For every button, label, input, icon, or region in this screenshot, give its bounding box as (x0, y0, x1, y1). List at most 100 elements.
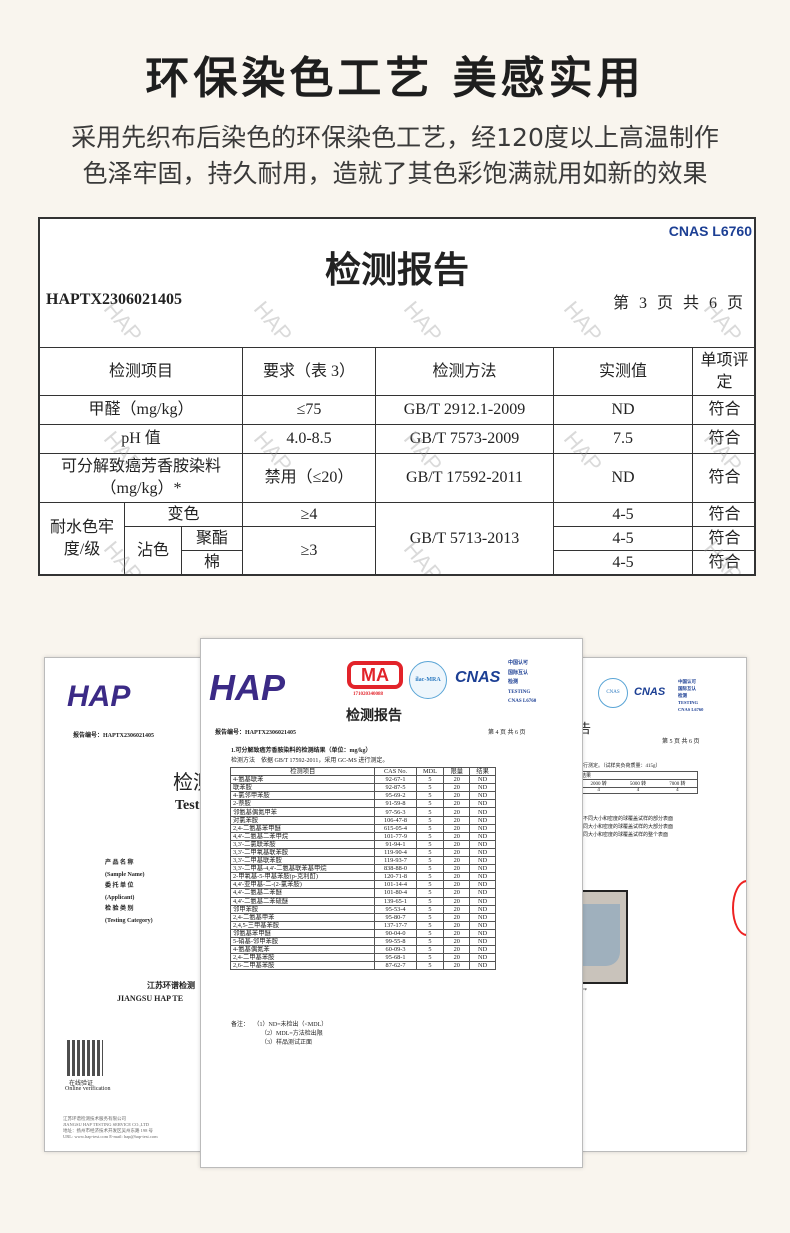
cell: 95-53-4 (374, 904, 417, 914)
cert-line: TESTING (508, 689, 531, 695)
field-label: 委 托 单 位 (105, 883, 134, 889)
cell: 615-05-4 (374, 823, 417, 833)
cell: 139-65-1 (374, 896, 417, 906)
results-table: 检测项目 要求（表 3） 检测方法 实测值 单项评定 甲醛（mg/kg） ≤75 G… (40, 347, 754, 574)
cell: ND (469, 823, 496, 833)
cell: 符合 (692, 395, 754, 425)
col-verdict: 单项评定 (692, 347, 754, 396)
cell: 20 (443, 896, 471, 906)
cell: 4-5 (553, 526, 693, 551)
ilac-logo: CNAS (598, 678, 628, 708)
table-row: 3,3'-二甲氧基联苯胺 119-90-4 5 20 ND (229, 847, 496, 858)
cell: ND (469, 839, 496, 849)
cell: ND (469, 896, 496, 906)
cell: ND (469, 920, 496, 930)
table-row: 3,3'-二甲基联苯胺 119-93-7 5 20 ND (229, 856, 496, 866)
field-label: 产 品 名 称 (105, 860, 134, 866)
cell: 4.0-8.5 (242, 424, 376, 454)
cell: 禁用（≤20） (242, 453, 376, 503)
cell: GB/T 17592-2011 (375, 453, 554, 503)
cell: 20 (443, 945, 471, 955)
table-row: 邻氨基偶氮甲苯 97-56-3 5 20 ND (229, 807, 496, 817)
company-cn: 江苏环谱检测 (147, 981, 195, 990)
method-text: 进行测定。（试样夹负荷质量：415g） (578, 764, 661, 769)
report-title: 检测报告 (324, 250, 469, 291)
cell: 119-93-7 (374, 856, 417, 866)
cell: 2-甲氧基-5-甲基苯胺(p-克利酊) (229, 872, 376, 882)
cell: 20 (443, 791, 471, 801)
cell: 4-氯邻甲苯胺 (229, 791, 376, 801)
table-row: 4-氨基偶氮苯 60-09-3 5 20 ND (229, 945, 496, 955)
hap-watermark: HAP (558, 296, 608, 348)
cell: GB/T 2912.1-2009 (375, 395, 554, 425)
cell: 7.5 (553, 424, 693, 454)
page-indicator: 第 4 页 共 6 页 (488, 730, 526, 736)
cell: 5 (415, 912, 445, 922)
cert-line: TESTING (678, 700, 699, 705)
cell: 20 (443, 936, 471, 947)
col: 限量 (443, 766, 471, 777)
cell: 甲醛（mg/kg） (40, 395, 243, 425)
cell: 5 (415, 953, 445, 963)
cell: 95-80-7 (374, 912, 417, 922)
table-row: 可分解致癌芳香胺染料（mg/kg）* 禁用（≤20） GB/T 17592-2011… (40, 453, 754, 503)
cell: 5 (415, 799, 445, 809)
cma-number: 171020340088 (353, 692, 383, 697)
cert-line: CNAS L6760 (678, 707, 704, 712)
cell: 97-56-3 (374, 807, 417, 817)
cell: 5 (415, 920, 445, 930)
cell: ND (469, 831, 496, 841)
cell: ND (469, 783, 496, 793)
cell: 20 (443, 831, 471, 841)
cnas-code: CNAS L6760 (668, 223, 752, 239)
field-label: (Testing Category) (105, 917, 153, 924)
cma-logo: MA (347, 661, 403, 689)
cell: 5-硝基-邻甲苯胺 (229, 936, 376, 947)
hap-logo: HAP (209, 667, 286, 708)
col-item: 检测项目 (40, 347, 243, 396)
desc-line: ，不同大小和密度的球覆盖试样的部分表面 (578, 817, 674, 822)
cell: 20 (443, 912, 471, 922)
table-row: 2,4,5-三甲基苯胺 137-17-7 5 20 ND (229, 920, 496, 930)
field-label: (Sample Name) (105, 871, 145, 878)
hap-watermark: HAP (398, 296, 448, 348)
cover-title-en: Test (175, 798, 200, 813)
table-row: 2,6-二甲基苯胺 87-62-7 5 20 ND (229, 961, 496, 971)
cell: 5 (415, 856, 445, 866)
note: （3）样品测试正面 (261, 1040, 313, 1046)
cell: 95-68-1 (374, 953, 417, 963)
cell: GB/T 7573-2009 (375, 424, 554, 454)
cell: 101-80-4 (374, 888, 417, 898)
cert-line: 检测 (678, 693, 687, 698)
cell: 20 (443, 847, 471, 858)
cell: 20 (443, 807, 471, 817)
table-row: 2-甲氧基-5-甲基苯胺(p-克利酊) 120-71-8 5 20 ND (229, 872, 496, 882)
cell: 可分解致癌芳香胺染料（mg/kg）* (40, 453, 243, 503)
cell: 5 (415, 880, 445, 890)
cell: 4-氨基偶氮苯 (229, 945, 376, 955)
amine-table: 检测项目 CAS No. MDL 限量 结果 4-氨基联苯 92-67-1 5 20 ND 联苯胺… (229, 766, 496, 971)
cell: ND (469, 961, 496, 971)
table-row: 2-萘胺 91-59-8 5 20 ND (229, 799, 496, 809)
turns: 7000 转 (669, 782, 686, 787)
cell: 5 (415, 815, 445, 825)
cell: ND (469, 928, 496, 938)
cert-line: 中国认可 (508, 661, 529, 666)
cell: 5 (415, 961, 445, 971)
cell: 邻氨基偶氮甲苯 (229, 807, 376, 817)
field-label: 检 验 类 别 (105, 906, 134, 912)
cell: 20 (443, 880, 471, 890)
table-row: 4,4'-二氨基二苯硫醚 139-65-1 5 20 ND (229, 896, 496, 906)
table-row: 4,4'-二氨基二苯醚 101-80-4 5 20 ND (229, 888, 496, 898)
cell: ND (469, 847, 496, 858)
cnas-logo: CNAS (634, 686, 666, 698)
turns: 5000 转 (629, 782, 647, 787)
cell: 5 (415, 888, 445, 898)
table-row: pH 值 4.0-8.5 GB/T 7573-2009 7.5 符合 (40, 424, 754, 454)
cell: pH 值 (40, 424, 243, 454)
grade: 4 (636, 788, 640, 793)
cell: 对氯苯胺 (229, 815, 376, 825)
cell: 20 (443, 856, 471, 866)
cell: 3,3'-二甲基联苯胺 (229, 856, 376, 866)
cell: 沾色 (124, 526, 182, 574)
